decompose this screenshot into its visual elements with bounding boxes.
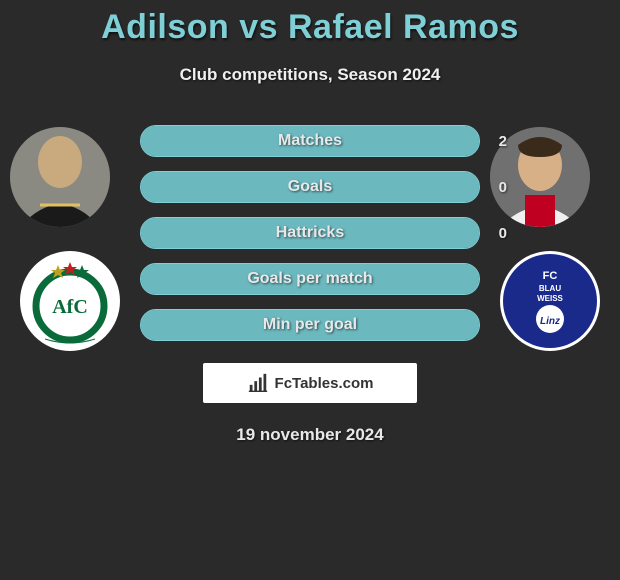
stat-row-hattricks: Hattricks 0 (140, 217, 480, 249)
stat-label: Goals per match (247, 270, 372, 288)
subtitle: Club competitions, Season 2024 (0, 65, 620, 85)
stat-row-goals-per-match: Goals per match (140, 263, 480, 295)
svg-text:Linz: Linz (540, 316, 560, 327)
stat-right-value: 2 (499, 133, 507, 150)
stat-bars: Matches 2 Goals 0 Hattricks 0 Goals per … (140, 119, 480, 341)
watermark: FcTables.com (203, 363, 417, 403)
stat-label: Min per goal (263, 316, 357, 334)
stat-label: Hattricks (276, 224, 344, 242)
stat-row-goals: Goals 0 (140, 171, 480, 203)
comparison-stage: AfC FC BLAU WEISS Linz Matches 2 Goal (0, 119, 620, 445)
svg-text:AfC: AfC (52, 296, 88, 318)
stat-label: Goals (288, 178, 332, 196)
stat-right-value: 0 (499, 179, 507, 196)
player-left-club-badge: AfC (20, 251, 120, 351)
date: 19 november 2024 (0, 425, 620, 445)
svg-text:WEISS: WEISS (537, 294, 563, 303)
chart-icon (247, 372, 269, 394)
stat-row-min-per-goal: Min per goal (140, 309, 480, 341)
player-right-club-badge: FC BLAU WEISS Linz (500, 251, 600, 351)
stat-row-matches: Matches 2 (140, 125, 480, 157)
watermark-text: FcTables.com (275, 375, 374, 392)
svg-text:FC: FC (543, 270, 558, 282)
svg-text:BLAU: BLAU (539, 284, 561, 293)
stat-right-value: 0 (499, 225, 507, 242)
player-left-avatar (10, 127, 110, 227)
page-title: Adilson vs Rafael Ramos (0, 0, 620, 47)
stat-label: Matches (278, 132, 342, 150)
